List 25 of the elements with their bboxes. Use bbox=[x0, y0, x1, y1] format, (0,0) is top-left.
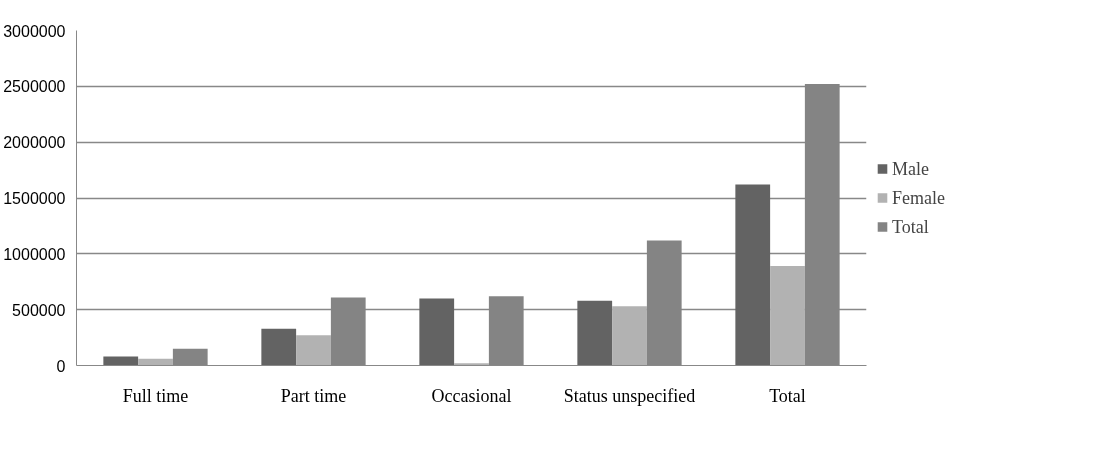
bar bbox=[735, 184, 771, 366]
x-tick-label: Total bbox=[769, 385, 806, 406]
y-tick-label: 500000 bbox=[12, 301, 66, 319]
bar bbox=[261, 328, 297, 366]
bar bbox=[296, 335, 331, 366]
bar bbox=[454, 363, 489, 366]
y-tick-label: 2000000 bbox=[3, 134, 66, 152]
y-tick-label: 3000000 bbox=[3, 22, 66, 40]
bar bbox=[612, 306, 647, 366]
bar bbox=[138, 358, 173, 366]
x-tick-label: Full time bbox=[122, 385, 189, 406]
bar bbox=[577, 300, 613, 366]
y-tick-label: 1500000 bbox=[3, 190, 66, 207]
y-tick-label: 0 bbox=[56, 357, 66, 375]
x-tick-label: Occasional bbox=[431, 385, 512, 406]
legend-label: Male bbox=[892, 158, 929, 179]
y-tick-label: 2500000 bbox=[3, 78, 66, 96]
legend-label: Total bbox=[892, 216, 929, 237]
x-tick-label: Part time bbox=[280, 385, 347, 406]
legend-label: Female bbox=[892, 187, 945, 208]
bar bbox=[103, 356, 139, 366]
bar bbox=[419, 298, 455, 366]
x-tick-label: Status unspecified bbox=[563, 385, 696, 406]
bar bbox=[770, 266, 805, 366]
y-tick-label: 1000000 bbox=[3, 245, 66, 263]
